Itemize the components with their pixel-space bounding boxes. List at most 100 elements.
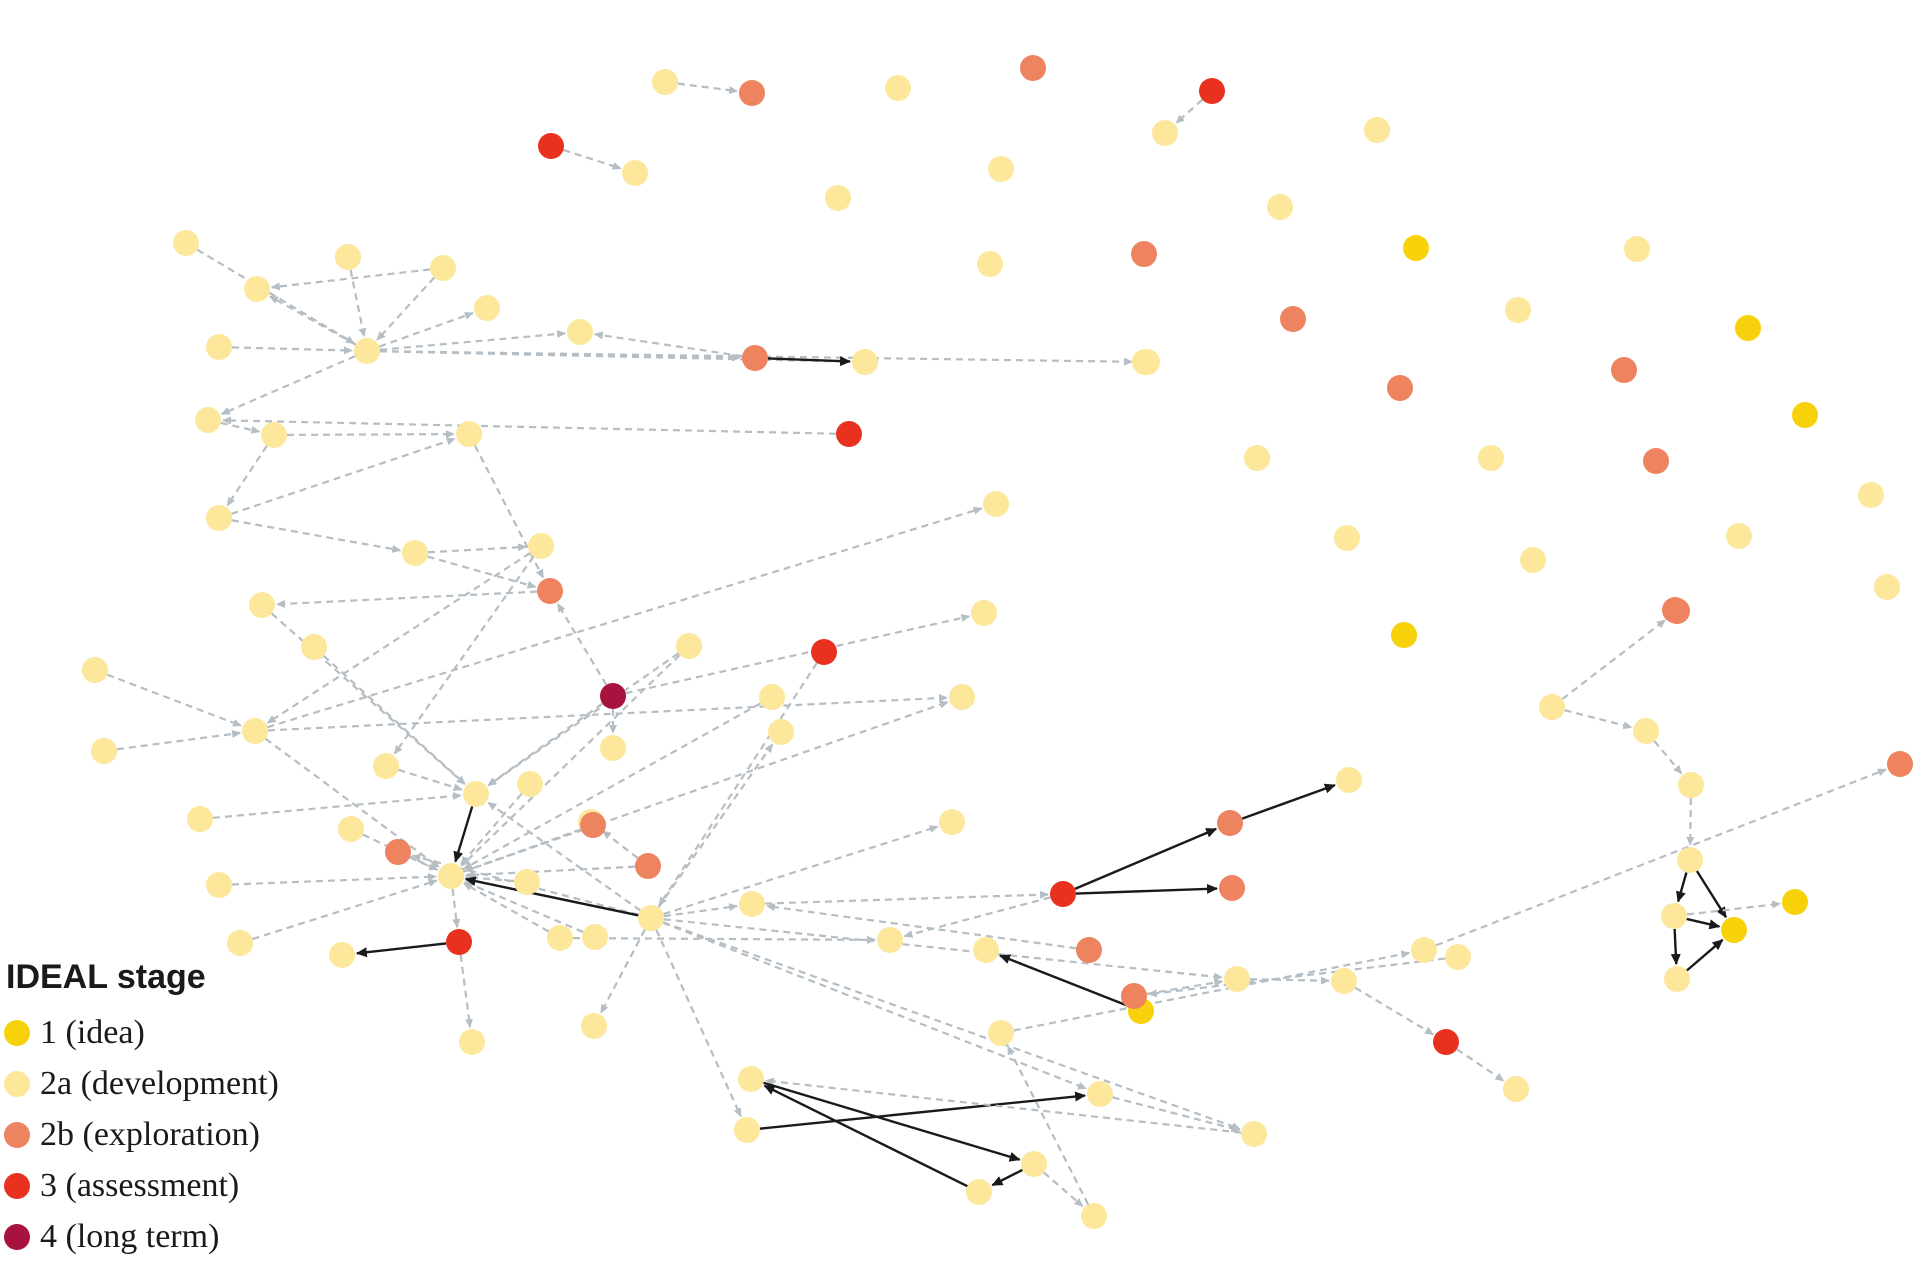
edge-n54-n55	[230, 437, 456, 515]
node-n105-stage-2a	[1445, 944, 1471, 970]
edge-n44-n47	[379, 330, 567, 351]
node-n49-stage-2b	[742, 345, 768, 371]
edge-n5-n7	[1175, 98, 1204, 124]
edge-n87-n81	[602, 830, 639, 859]
legend-swatch-stage-1	[4, 1019, 30, 1046]
edge-n120-n121	[1435, 768, 1887, 947]
node-n71-stage-2a	[600, 735, 626, 761]
node-n10-stage-2a	[988, 156, 1014, 182]
node-n14-stage-1	[1403, 235, 1429, 261]
node-n102-stage-2a	[973, 937, 999, 963]
legend-swatch-stage-3	[4, 1172, 30, 1199]
node-n93-stage-2b	[1076, 937, 1102, 963]
node-n60-stage-2a	[82, 657, 108, 683]
edge-n107-n108	[1456, 1048, 1505, 1082]
node-n77-stage-2a	[227, 930, 253, 956]
edge-n94-n95	[903, 896, 1051, 938]
node-n88-stage-2a	[547, 925, 573, 951]
edge-n73-n75	[459, 793, 523, 866]
nodes-layer	[82, 55, 1913, 1229]
edge-n77-n75	[252, 879, 438, 941]
node-n87-stage-2b	[635, 853, 661, 879]
node-n62-stage-2a	[91, 738, 117, 764]
edge-n51-n52	[221, 416, 837, 435]
node-n13-stage-2a	[1267, 194, 1293, 220]
edge-n78-n79	[355, 942, 447, 958]
edge-n67-n75	[461, 654, 681, 867]
edge-n82-n100	[600, 928, 646, 1014]
node-n32-stage-2a	[1726, 523, 1752, 549]
edge-n119-n118	[1686, 938, 1724, 972]
edge-n113-n114	[991, 1168, 1023, 1187]
edge-n88-n75	[463, 882, 550, 933]
edge-n44-n52	[220, 355, 356, 416]
node-n91-stage-2a	[582, 924, 608, 950]
legend-label-stage-3: 3 (assessment)	[40, 1166, 240, 1204]
node-n5-stage-3	[1199, 78, 1225, 104]
node-n24-stage-2a	[1478, 445, 1504, 471]
node-n86-stage-2a	[514, 869, 540, 895]
node-n50-stage-2a	[852, 349, 878, 375]
edge-n117-n119	[1670, 928, 1681, 966]
node-n23-stage-2b	[1387, 375, 1413, 401]
edge-n52-n53	[220, 421, 261, 434]
node-n82-stage-2a	[638, 905, 664, 931]
node-n119-stage-2a	[1664, 966, 1690, 992]
node-n17-stage-2a	[1624, 236, 1650, 262]
node-n9-stage-2a	[622, 160, 648, 186]
edge-n64-n75	[264, 737, 440, 868]
edge-n87-n75	[464, 865, 636, 879]
edge-n82-n89	[657, 743, 774, 908]
node-n58-stage-2a	[528, 533, 554, 559]
edge-n40-n117	[1676, 872, 1688, 903]
edge-n44-n50	[379, 350, 852, 366]
edge-n117-n118	[1686, 917, 1721, 930]
node-n120-stage-2a	[1411, 937, 1437, 963]
edge-n6-n9	[563, 148, 622, 170]
node-n118-stage-1	[1721, 917, 1747, 943]
edge-n117-n35	[1686, 900, 1782, 916]
node-n114-stage-2a	[966, 1179, 992, 1205]
node-n116-stage-2a	[988, 1020, 1014, 1046]
edge-n49-n50	[767, 356, 852, 367]
edge-n94-n96	[1074, 827, 1218, 891]
node-n22-stage-2a	[1134, 349, 1160, 375]
node-n95-stage-2a	[877, 927, 903, 953]
edge-n61-n99	[625, 614, 971, 695]
node-n4-stage-2b	[1020, 55, 1046, 81]
edge-n82-n109	[655, 929, 742, 1118]
edge-n88-n95	[572, 935, 877, 944]
node-n83-stage-3	[811, 639, 837, 665]
node-n34-stage-2a	[1874, 574, 1900, 600]
edge-n68-n70	[212, 792, 463, 819]
node-n43-stage-2a	[335, 244, 361, 270]
node-n107-stage-3	[1433, 1029, 1459, 1055]
edge-n84-n75	[463, 702, 762, 870]
edge-n67-n70	[487, 652, 679, 787]
edge-n64-n69	[267, 694, 949, 732]
edge-n49-n47	[593, 331, 743, 358]
edge-n57-n58	[427, 543, 528, 554]
edge-n53-n54	[226, 445, 268, 507]
edge-n93-n92	[765, 903, 1077, 950]
edge-n94-n97	[1075, 883, 1219, 895]
legend-item-stage-3: 3 (assessment)	[4, 1160, 424, 1211]
node-n103-stage-2b	[1121, 983, 1147, 1009]
edge-n104-n106	[1249, 976, 1331, 985]
edge-n40-n118	[1695, 870, 1728, 919]
node-n76-stage-2a	[206, 872, 232, 898]
edge-n38-n39	[1653, 740, 1683, 775]
edge-n96-n98	[1241, 783, 1336, 820]
edge-n58-n66	[393, 555, 535, 755]
node-n36-stage-2b	[1664, 598, 1690, 624]
node-n78-stage-3	[446, 929, 472, 955]
node-n18-stage-2b	[1611, 357, 1637, 383]
legend-item-stage-4: 4 (long term)	[4, 1211, 424, 1262]
node-n110-stage-2a	[1087, 1081, 1113, 1107]
edge-n63-n70	[322, 654, 466, 785]
node-n79-stage-2a	[329, 942, 355, 968]
edge-n37-n36	[1561, 619, 1666, 700]
edge-n82-n92	[663, 903, 739, 918]
node-n3-stage-2a	[885, 75, 911, 101]
